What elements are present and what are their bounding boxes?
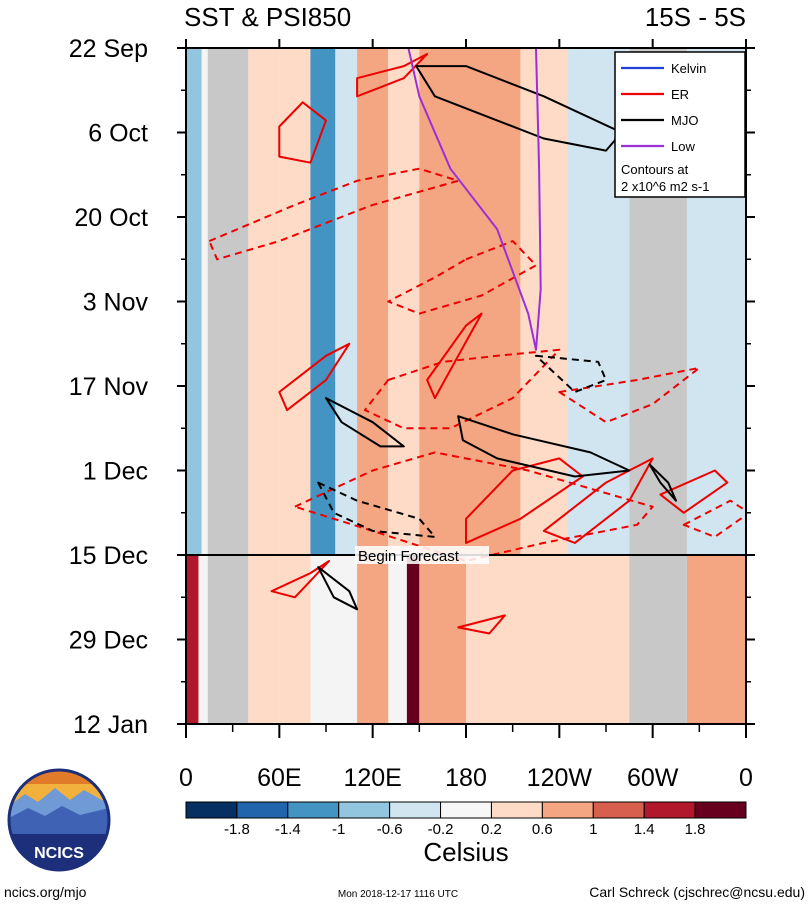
forecast-label-bg — [355, 546, 489, 564]
x-tick-label-2: 120E — [343, 764, 401, 792]
colorbar-bin-6 — [490, 801, 543, 819]
colorbar-tick-9: 1.8 — [685, 821, 706, 838]
colorbar-bin-3 — [338, 801, 391, 819]
legend-label-er: ER — [671, 87, 689, 102]
low-contour-22 — [407, 48, 542, 351]
mjo-contour-15 — [415, 65, 623, 152]
ncics-logo: NCICS — [7, 768, 111, 872]
footer-timestamp: Mon 2018-12-17 1116 UTC — [338, 889, 458, 900]
colorbar-tick-5: 0.2 — [481, 821, 502, 838]
mjo-contour-19 — [535, 354, 607, 393]
er-contour-5 — [426, 312, 483, 400]
x-tick-label-4: 120W — [527, 764, 593, 792]
colorbar-tick-1: -1.4 — [275, 821, 301, 838]
colorbar-bin-0 — [185, 801, 238, 819]
sst-band-4 — [310, 48, 336, 555]
colorbar-bin-5 — [440, 801, 492, 819]
x-tick-label-3: 180 — [445, 764, 487, 792]
sst-band-7 — [388, 48, 420, 555]
mjo-contour-21 — [317, 566, 359, 611]
land-mask-layer — [207, 48, 687, 724]
colorbar-tick-0: -1.8 — [224, 821, 250, 838]
sst-band-15 — [686, 555, 746, 724]
y-tick-label-7: 29 Dec — [69, 627, 148, 655]
sst-band-1 — [186, 555, 199, 724]
legend-note-line2: 2 x10^6 m2 s-1 — [621, 179, 709, 194]
x-tick-label-1: 60E — [257, 764, 301, 792]
colorbar-tick-3: -0.6 — [377, 821, 403, 838]
sst-band-6 — [357, 48, 389, 724]
colorbar-bin-4 — [389, 801, 442, 819]
sst-band-13 — [466, 555, 630, 724]
colorbar-label: Celsius — [423, 837, 508, 867]
y-tick-label-0: 22 Sep — [69, 35, 148, 63]
sst-band-3 — [279, 48, 311, 724]
y-tick-label-1: 6 Oct — [88, 120, 148, 148]
mjo-contour-18 — [317, 481, 436, 538]
y-tick-label-2: 20 Oct — [74, 204, 148, 232]
colorbar-tick-8: 1.4 — [634, 821, 655, 838]
mjo-contour-16 — [325, 397, 405, 448]
y-tick-label-4: 17 Nov — [69, 373, 149, 401]
er-contour-14 — [457, 614, 506, 635]
colorbar-bin-2 — [287, 801, 340, 819]
x-axis: 0 60E 120E 180 120W 60W 0 — [179, 39, 753, 792]
y-tick-label-3: 3 Nov — [83, 289, 149, 317]
colorbar-bin-7 — [541, 801, 594, 819]
colorbar-bin-10 — [694, 801, 747, 819]
colorbar-bin-8 — [592, 801, 645, 819]
mjo-contour-17 — [457, 415, 631, 478]
colorbar-tick-2: -1 — [332, 821, 345, 838]
x-tick-label-0: 0 — [179, 764, 193, 792]
er-contour-4 — [278, 342, 351, 412]
er-contour-11 — [659, 469, 729, 514]
colorbar-tick-7: 1 — [589, 821, 597, 838]
forecast-label: Begin Forecast — [358, 548, 460, 565]
colorbar-bin-1 — [236, 801, 289, 819]
colorbar-tick-4: -0.2 — [428, 821, 454, 838]
er-contour-2 — [208, 167, 460, 261]
legend-label-kelvin: Kelvin — [671, 61, 706, 76]
sst-band-8 — [406, 555, 420, 724]
y-tick-label-6: 15 Dec — [69, 542, 148, 570]
logo-text: NCICS — [34, 845, 84, 862]
legend-label-mjo: MJO — [671, 113, 698, 128]
y-tick-label-5: 1 Dec — [83, 458, 148, 486]
footer-url[interactable]: ncics.org/mjo — [4, 884, 87, 900]
er-contour-7 — [558, 366, 701, 424]
er-contour-0 — [278, 101, 327, 164]
legend: Kelvin ER MJO Low Contours at 2 x10^6 m2 s-… — [614, 51, 746, 198]
y-tick-label-8: 12 Jan — [73, 711, 148, 739]
colorbar: -1.8 -1.4 -1 -0.6 -0.2 0.2 0.6 1 1.4 1.8 — [185, 801, 747, 838]
sst-band-2 — [248, 48, 280, 724]
sst-band-0 — [186, 48, 202, 555]
chart-title: SST & PSI850 — [184, 2, 351, 32]
colorbar-bin-9 — [643, 801, 696, 819]
x-tick-label-5: 60W — [627, 764, 679, 792]
legend-box — [614, 51, 746, 198]
chart-region: 15S - 5S — [645, 2, 746, 32]
er-contour-6 — [363, 348, 561, 430]
y-axis: 22 Sep 6 Oct 20 Oct 3 Nov 17 Nov 1 Dec 15 Dec 2… — [69, 35, 755, 739]
legend-note-line1: Contours at — [621, 162, 689, 177]
footer-author: Carl Schreck (cjschrec@ncsu.edu) — [589, 884, 805, 900]
x-tick-label-6: 0 — [739, 764, 753, 792]
er-contour-13 — [270, 560, 331, 599]
colorbar-tick-6: 0.6 — [532, 821, 553, 838]
sst-band-10 — [466, 48, 521, 555]
mjo-contour-20 — [648, 463, 677, 502]
legend-label-low: Low — [671, 139, 695, 154]
land-mask-0 — [207, 48, 249, 724]
